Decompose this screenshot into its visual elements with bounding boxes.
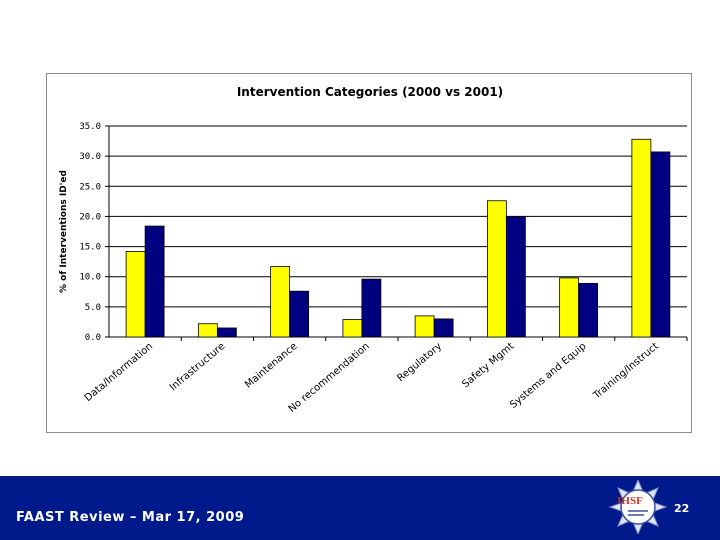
bar-chart: Intervention Categories (2000 vs 2001) % … bbox=[59, 85, 688, 415]
category-label: Data/Information bbox=[83, 341, 155, 404]
bar-2000 bbox=[342, 319, 363, 338]
category-label: Regulatory bbox=[395, 341, 444, 384]
y-tick-label: 15.0 bbox=[79, 243, 101, 253]
footer-bar: FAAST Review – Mar 17, 2009 22 bbox=[0, 476, 720, 540]
category-label: No recommendation bbox=[287, 341, 372, 415]
chart-title: Intervention Categories (2000 vs 2001) bbox=[237, 85, 503, 99]
page-number: 22 bbox=[674, 502, 690, 515]
bar-2001 bbox=[361, 278, 382, 338]
y-tick-label: 0.0 bbox=[85, 333, 101, 343]
bar-2000 bbox=[559, 277, 580, 338]
footer-text: FAAST Review – Mar 17, 2009 bbox=[16, 510, 245, 525]
y-tick-label: 20.0 bbox=[79, 212, 101, 222]
y-axis-label: % of Interventions ID'ed bbox=[59, 170, 69, 293]
bar-2000 bbox=[125, 250, 146, 338]
y-tick-label: 35.0 bbox=[79, 122, 101, 132]
logo-detail bbox=[628, 514, 644, 516]
bar-2001 bbox=[578, 282, 599, 338]
bar-2000 bbox=[631, 138, 652, 338]
chart-frame: Intervention Categories (2000 vs 2001) % … bbox=[46, 73, 692, 433]
bar-2001 bbox=[289, 290, 310, 338]
category-label: Infrastructure bbox=[168, 341, 227, 393]
bar-2001 bbox=[505, 216, 526, 338]
bar-2001 bbox=[144, 225, 165, 338]
bar-2000 bbox=[414, 315, 435, 338]
category-label: Training/Instruct bbox=[591, 341, 661, 402]
bar-2001 bbox=[433, 318, 454, 338]
category-label: Safety Mgmt bbox=[460, 341, 516, 390]
ihsf-logo: IHSF bbox=[608, 480, 668, 534]
bar-2000 bbox=[486, 200, 507, 338]
bar-2001 bbox=[650, 151, 671, 338]
y-tick-label: 5.0 bbox=[85, 303, 101, 313]
logo-text: IHSF bbox=[617, 495, 643, 507]
y-tick-label: 30.0 bbox=[79, 152, 101, 162]
bar-2000 bbox=[197, 323, 218, 338]
category-label: Maintenance bbox=[243, 341, 299, 391]
bar-2001 bbox=[216, 327, 237, 338]
logo-detail bbox=[628, 510, 648, 512]
bar-2000 bbox=[270, 266, 291, 338]
category-label: Systems and Equip bbox=[508, 341, 588, 411]
y-tick-label: 10.0 bbox=[79, 273, 101, 283]
y-tick-label: 25.0 bbox=[79, 182, 101, 192]
